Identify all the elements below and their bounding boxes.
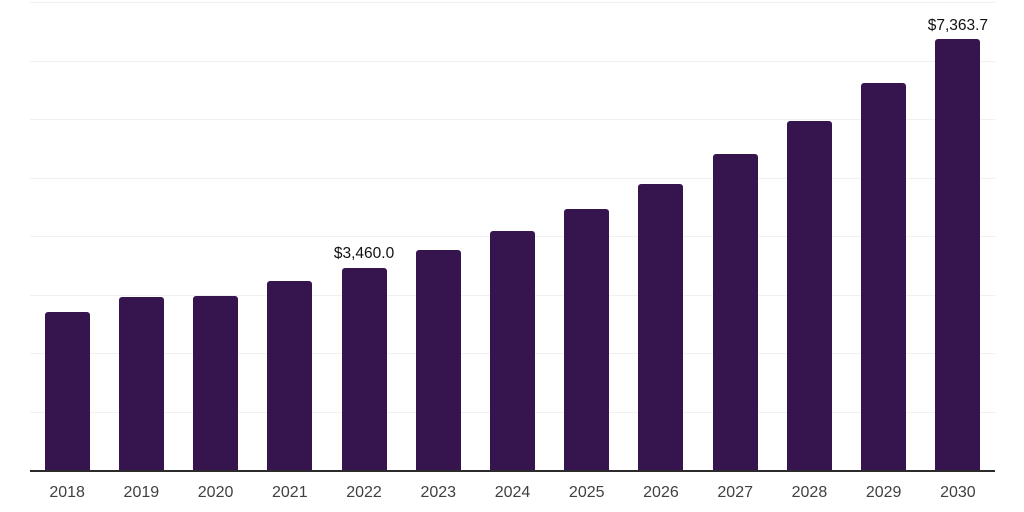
x-tick-label-2025: 2025 [568,484,605,501]
bar-2024 [490,230,535,470]
bar-2025 [564,209,610,470]
x-tick-label-2026: 2026 [643,484,679,501]
x-tick-label-2021: 2021 [272,484,308,501]
bar-2021 [267,281,313,470]
x-tick-label-2020: 2020 [197,484,234,501]
bar-2027 [712,154,758,470]
bar-2029 [861,82,907,470]
bar-2028 [786,120,832,470]
bar-2019 [118,297,164,470]
bar-2023 [415,250,461,470]
bar-2030 [935,39,981,470]
gridline [30,60,995,62]
gridline [30,119,995,120]
bar-2026 [638,183,684,470]
bar-2022 [341,267,387,470]
x-tick-label-2027: 2027 [717,484,753,501]
data-label-2022: $3,460.0 [333,245,395,263]
x-tick-label-2030: 2030 [940,484,976,501]
x-axis-line [30,470,995,472]
x-tick-label-2018: 2018 [49,484,85,501]
x-tick-label-2023: 2023 [420,484,457,501]
bar-2020 [193,296,239,470]
gridline [30,2,995,3]
bar-2018 [44,312,90,470]
gridline [30,177,995,179]
data-label-2030: $7,363.7 [927,16,989,34]
x-tick-label-2029: 2029 [865,484,902,501]
x-tick-label-2024: 2024 [494,484,531,501]
x-tick-label-2022: 2022 [346,484,382,501]
x-tick-label-2028: 2028 [791,484,828,501]
x-tick-label-2019: 2019 [123,484,160,501]
